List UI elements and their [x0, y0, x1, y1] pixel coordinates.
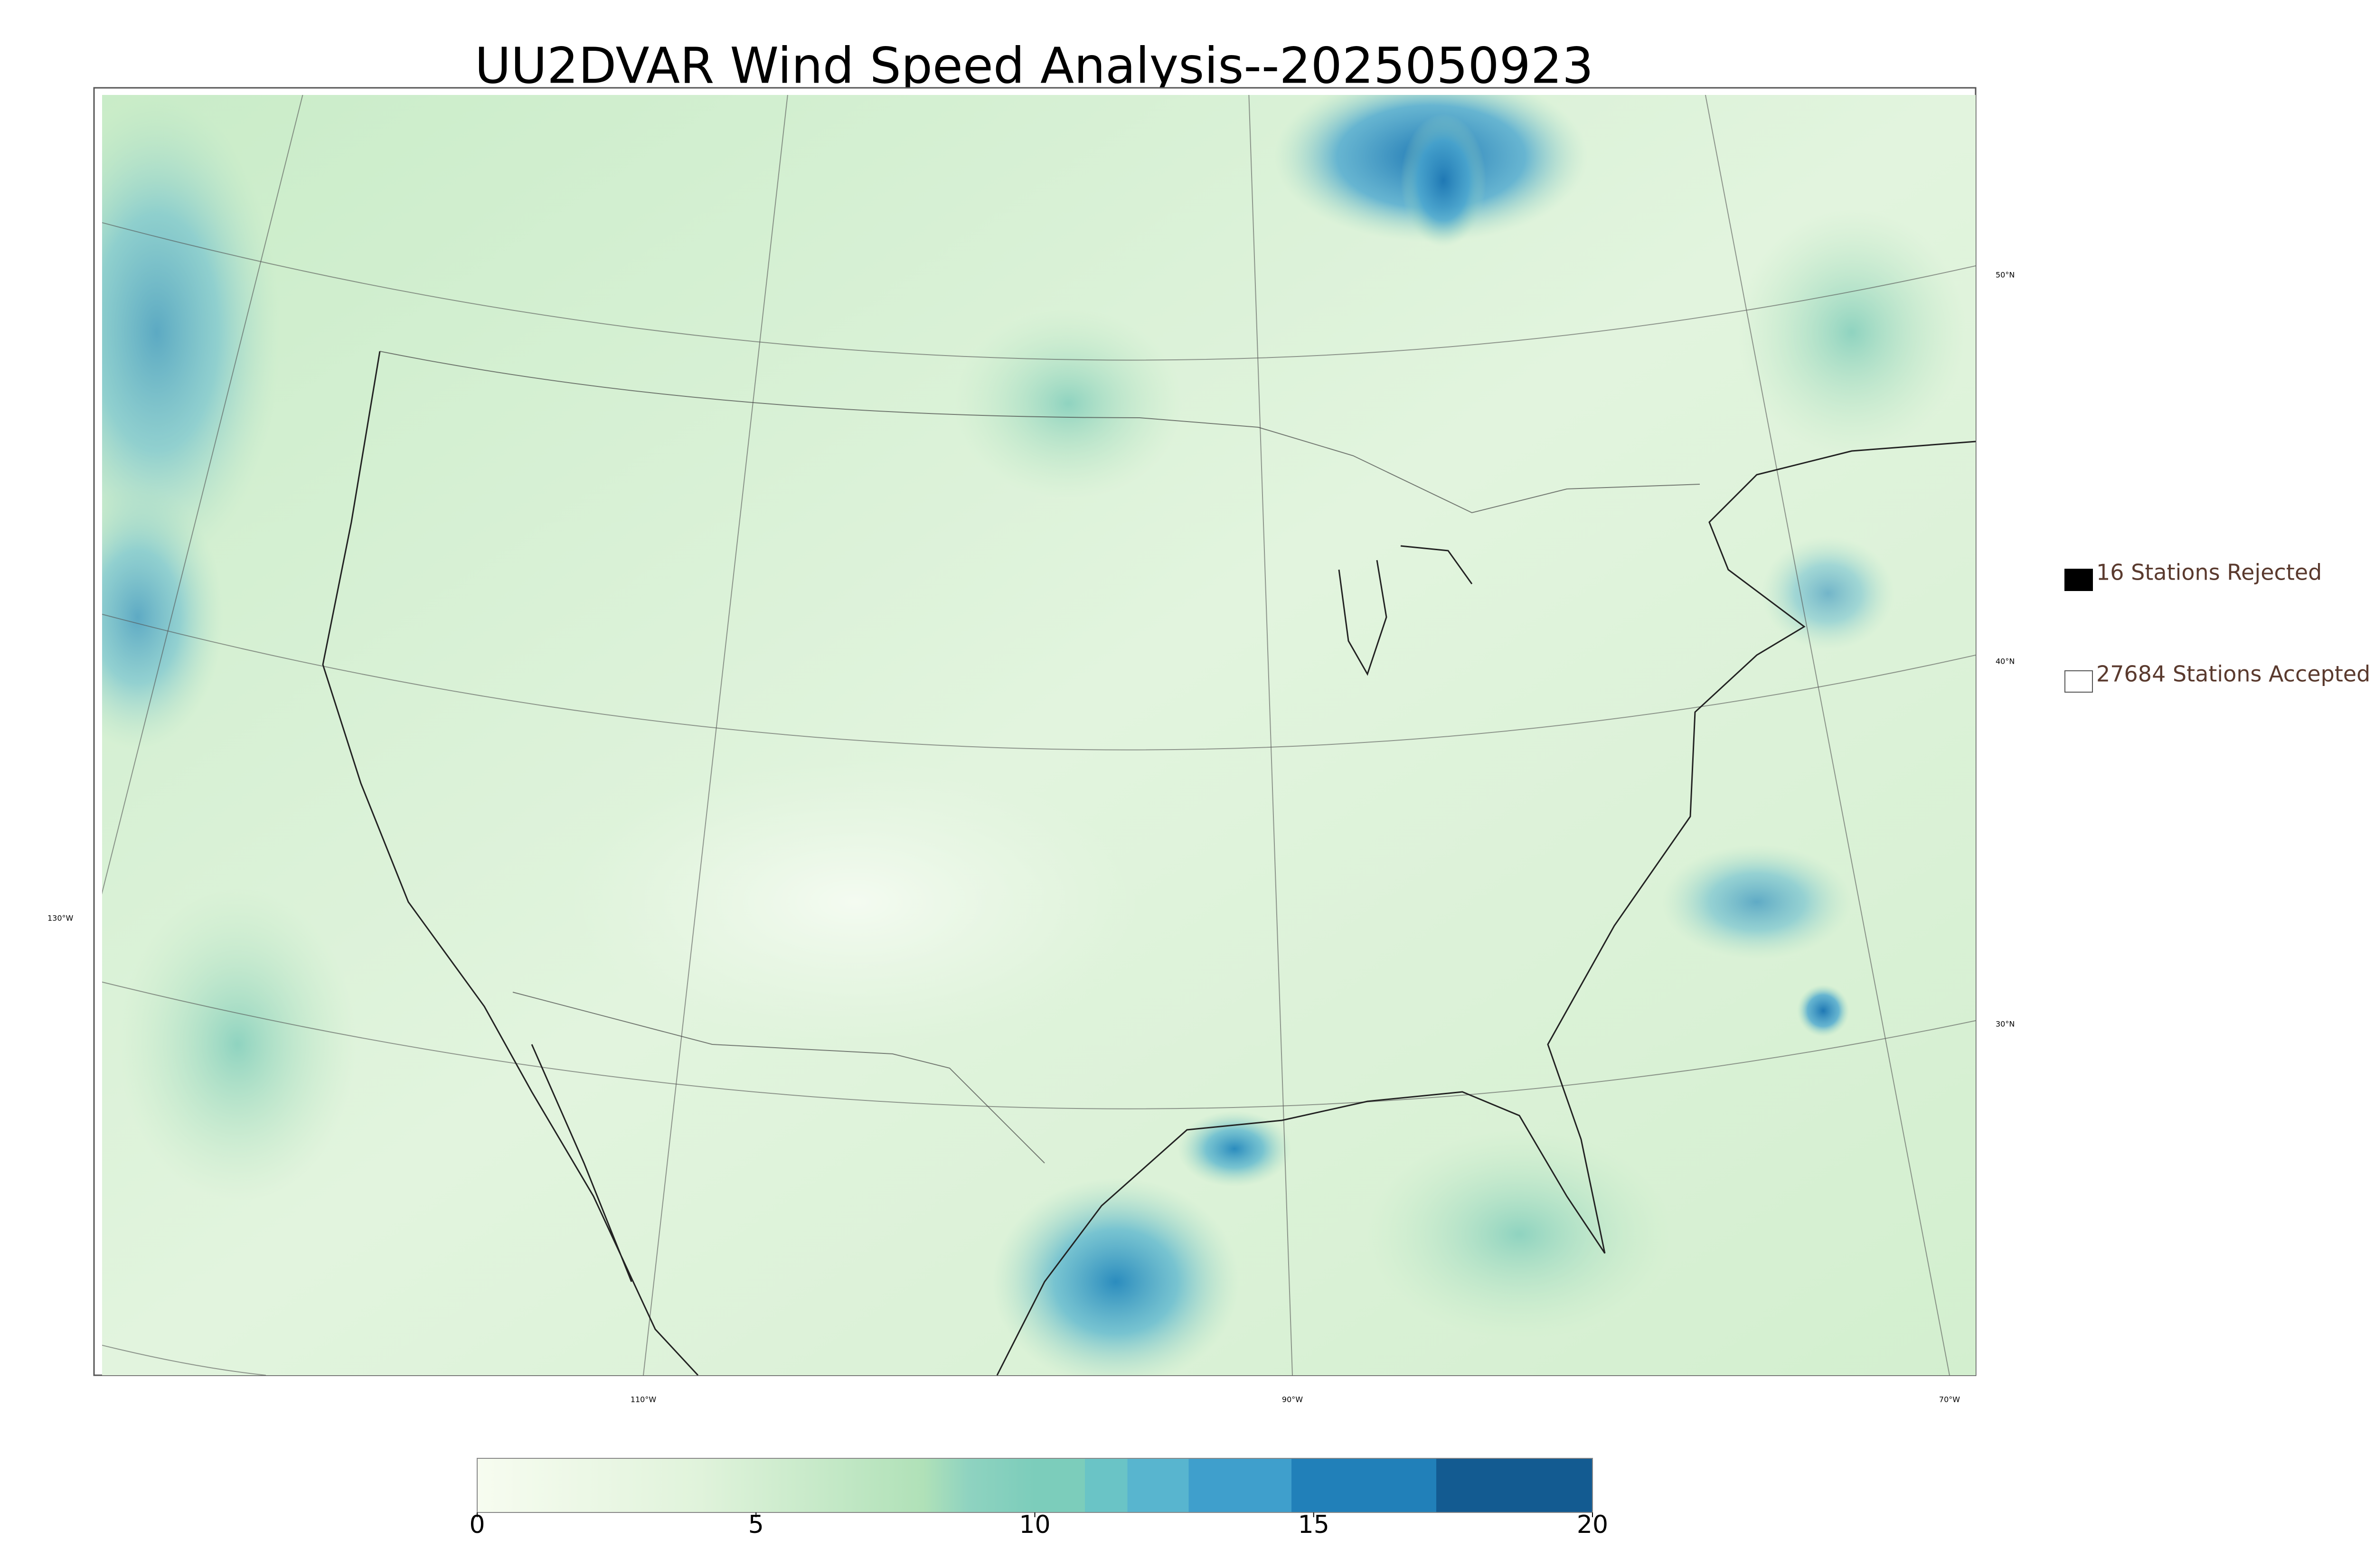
colorbar-tick-label: 15 — [1298, 1511, 1329, 1539]
lat-label: 40°N — [1996, 657, 2015, 666]
colorbar-tick-label: 5 — [748, 1511, 764, 1539]
legend-label: 16 Stations Rejected — [2096, 560, 2322, 585]
lat-label: 30°N — [1996, 1020, 2015, 1029]
colorbar — [477, 1458, 1593, 1513]
lon-label: 90°W — [1282, 1395, 1303, 1404]
lon-label: 70°W — [1939, 1395, 1960, 1404]
legend-swatch-accepted — [2064, 670, 2093, 693]
colorbar-ticks: 0 5 10 15 20 — [469, 1511, 1608, 1539]
colorbar-tick-label: 20 — [1577, 1511, 1608, 1539]
lon-label: 130°W — [47, 914, 74, 923]
legend-label: 27684 Stations Accepted — [2096, 661, 2370, 687]
title: UU2DVAR Wind Speed Analysis--2025050923 — [475, 37, 1593, 94]
wind-field — [102, 95, 1976, 1375]
legend-swatch-rejected — [2064, 569, 2093, 591]
colorbar-tick-label: 0 — [469, 1511, 485, 1539]
colorbar-tick-label: 10 — [1019, 1511, 1050, 1539]
lon-label: 110°W — [631, 1395, 657, 1404]
lat-label: 50°N — [1996, 271, 2015, 280]
